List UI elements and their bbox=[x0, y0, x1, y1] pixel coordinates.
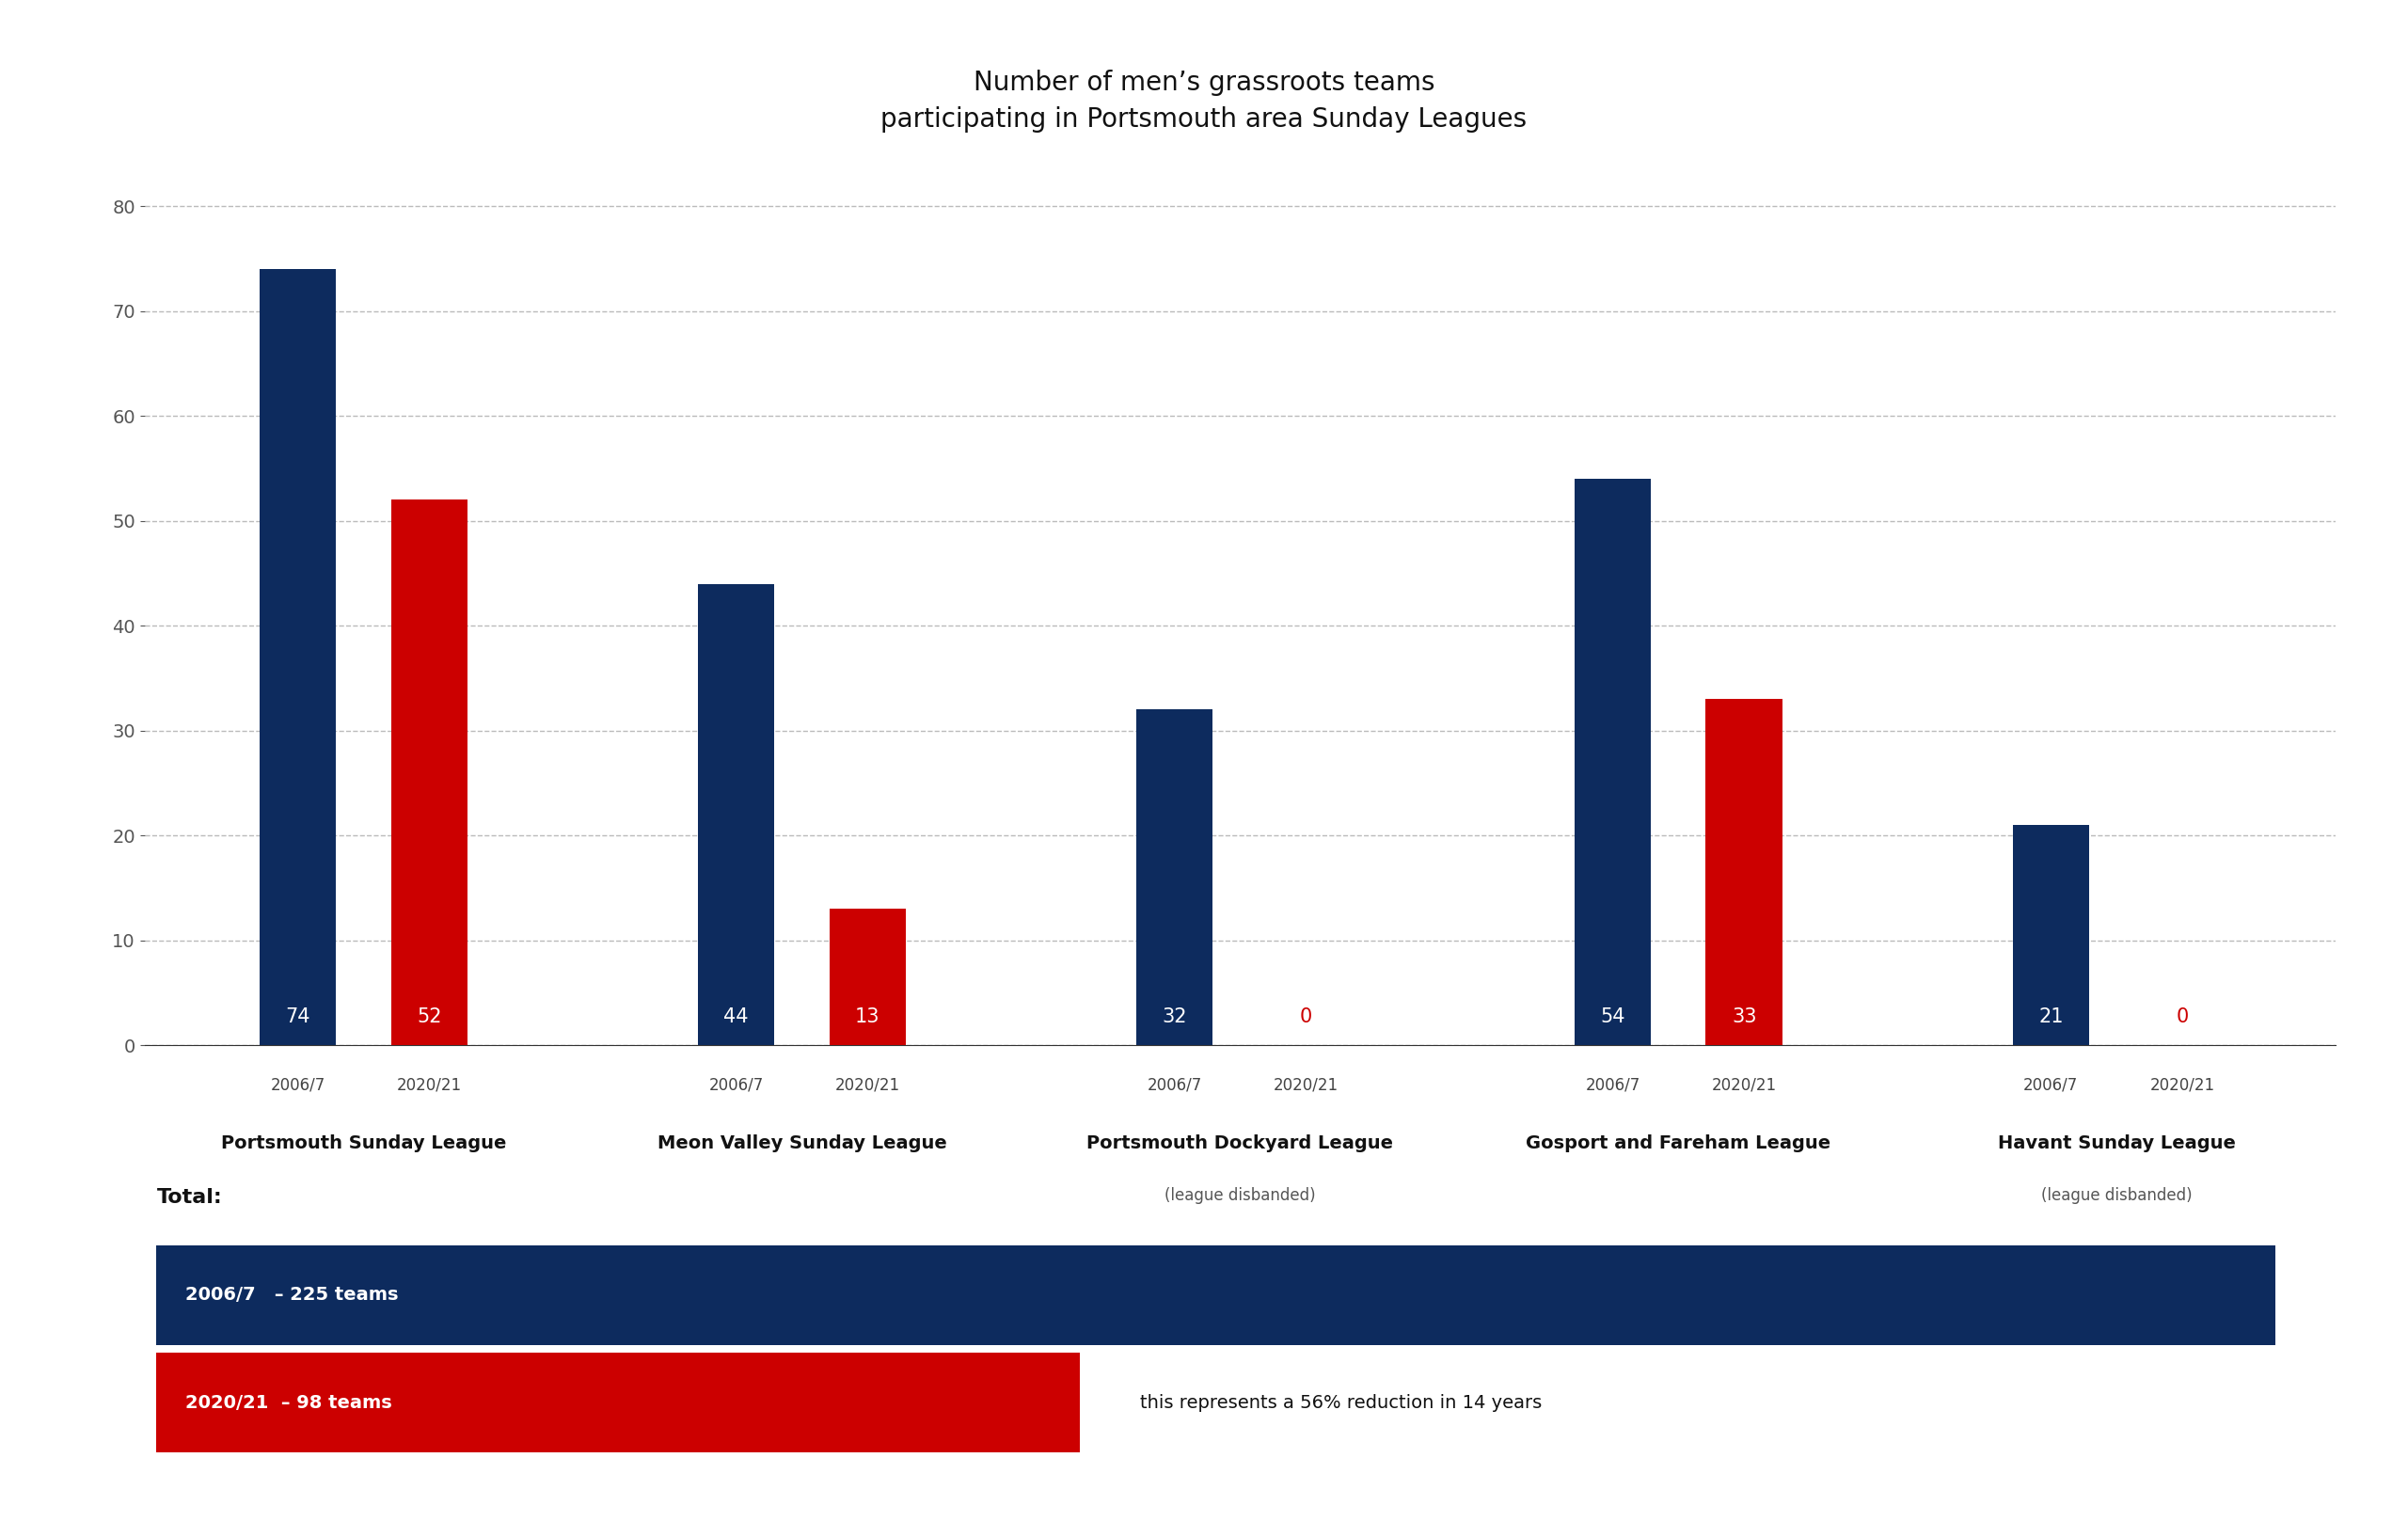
Text: 32: 32 bbox=[1163, 1007, 1187, 1027]
Text: 74: 74 bbox=[287, 1007, 311, 1027]
Bar bbox=[260, 269, 337, 1045]
Bar bbox=[698, 584, 775, 1045]
Text: 33: 33 bbox=[1731, 1007, 1755, 1027]
Text: 0: 0 bbox=[2177, 1007, 2189, 1027]
Bar bbox=[1575, 480, 1652, 1045]
Text: this represents a 56% reduction in 14 years: this represents a 56% reduction in 14 ye… bbox=[1139, 1394, 1541, 1411]
Text: 2020/21: 2020/21 bbox=[1712, 1076, 1777, 1093]
Text: Total:: Total: bbox=[157, 1188, 222, 1207]
Text: 21: 21 bbox=[2040, 1007, 2064, 1027]
Text: 2020/21: 2020/21 bbox=[1274, 1076, 1339, 1093]
Text: 2020/21: 2020/21 bbox=[397, 1076, 462, 1093]
Text: 2006/7: 2006/7 bbox=[2023, 1076, 2078, 1093]
Text: 0: 0 bbox=[1300, 1007, 1312, 1027]
Text: Gosport and Fareham League: Gosport and Fareham League bbox=[1527, 1134, 1830, 1153]
Text: Meon Valley Sunday League: Meon Valley Sunday League bbox=[657, 1134, 946, 1153]
Text: 2020/21  – 98 teams: 2020/21 – 98 teams bbox=[185, 1394, 393, 1411]
Text: (league disbanded): (league disbanded) bbox=[2042, 1187, 2191, 1203]
Text: 52: 52 bbox=[417, 1007, 441, 1027]
Text: 2020/21: 2020/21 bbox=[836, 1076, 901, 1093]
Text: 2006/7: 2006/7 bbox=[708, 1076, 763, 1093]
Bar bbox=[390, 500, 467, 1045]
Text: Portsmouth Sunday League: Portsmouth Sunday League bbox=[222, 1134, 506, 1153]
Bar bbox=[1137, 710, 1214, 1045]
Text: 54: 54 bbox=[1601, 1007, 1625, 1027]
Text: 2006/7   – 225 teams: 2006/7 – 225 teams bbox=[185, 1286, 397, 1303]
Text: Number of men’s grassroots teams
participating in Portsmouth area Sunday Leagues: Number of men’s grassroots teams partici… bbox=[881, 69, 1527, 132]
Bar bbox=[828, 908, 905, 1045]
Text: (league disbanded): (league disbanded) bbox=[1165, 1187, 1315, 1203]
Bar bbox=[1705, 699, 1782, 1045]
Text: 13: 13 bbox=[855, 1007, 879, 1027]
Bar bbox=[2013, 825, 2090, 1045]
Text: 2020/21: 2020/21 bbox=[2150, 1076, 2215, 1093]
Text: 2006/7: 2006/7 bbox=[1146, 1076, 1202, 1093]
Text: 2006/7: 2006/7 bbox=[270, 1076, 325, 1093]
Text: Portsmouth Dockyard League: Portsmouth Dockyard League bbox=[1086, 1134, 1394, 1153]
Text: 2006/7: 2006/7 bbox=[1584, 1076, 1640, 1093]
Text: Havant Sunday League: Havant Sunday League bbox=[1999, 1134, 2235, 1153]
Text: 44: 44 bbox=[725, 1007, 749, 1027]
